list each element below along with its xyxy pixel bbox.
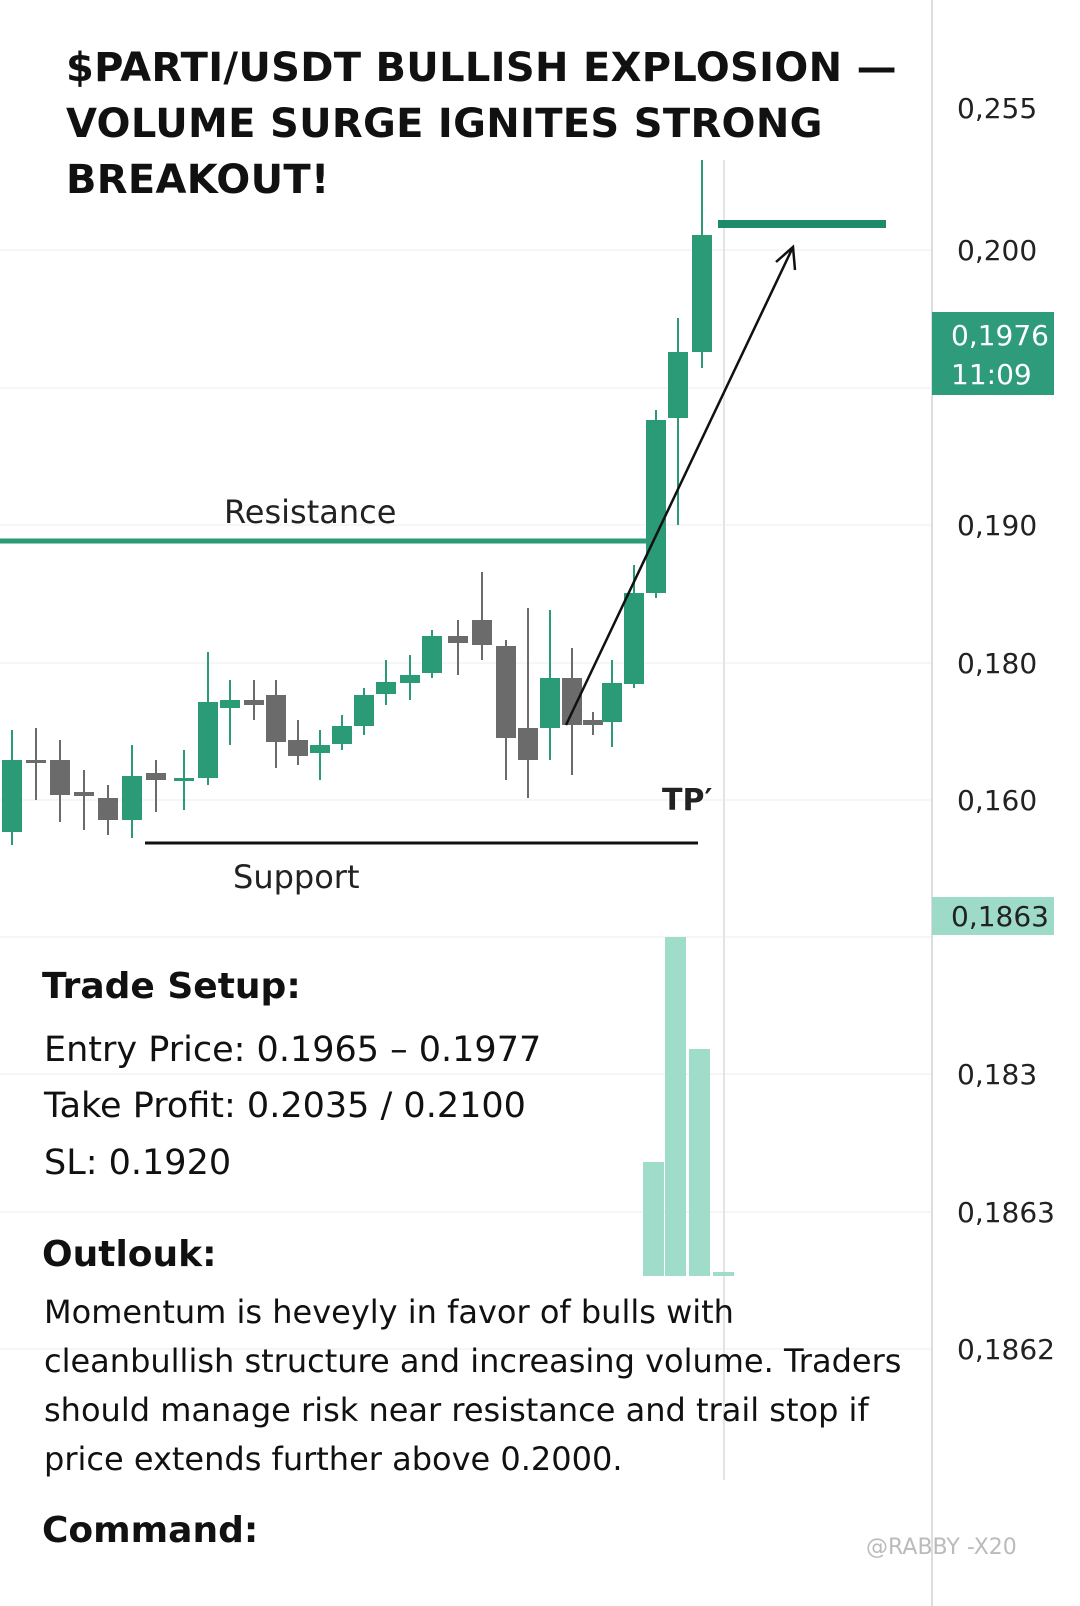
candle-body xyxy=(310,745,330,753)
axis-label: 0,1862 xyxy=(957,1333,1055,1366)
support-label: Support xyxy=(233,858,360,896)
command-heading: Command: xyxy=(42,1510,259,1551)
outlook-heading: Outlouk: xyxy=(42,1234,217,1275)
candle-body xyxy=(376,682,396,694)
candle-body xyxy=(220,700,240,708)
candle-body xyxy=(198,702,218,778)
axis-label: 0,160 xyxy=(957,784,1037,817)
price-tag-price: 0,1976 xyxy=(951,319,1049,352)
volume-bar xyxy=(643,1162,664,1276)
axis-label: 0,1863 xyxy=(957,1196,1055,1229)
arrow-head xyxy=(775,244,797,271)
setup-line: Entry Price: 0.1965 – 0.1977 xyxy=(44,1030,542,1070)
candle-body xyxy=(26,760,46,763)
candle-body xyxy=(244,700,264,705)
candle-body xyxy=(146,773,166,780)
candle-body xyxy=(50,760,70,795)
candle-body xyxy=(496,646,516,738)
candle-body xyxy=(472,620,492,645)
price-tag xyxy=(932,312,1054,395)
price-tag-price: 0,1863 xyxy=(951,900,1049,933)
price-tag xyxy=(932,897,1054,935)
candle-body xyxy=(98,798,118,820)
setup-line: SL: 0.1920 xyxy=(44,1143,232,1183)
candle-body xyxy=(540,678,560,728)
candle-body xyxy=(2,760,22,832)
candle-body xyxy=(288,740,308,756)
setup-line: Take Profit: 0.2035 / 0.2100 xyxy=(44,1086,526,1126)
candle-body xyxy=(692,235,712,352)
volume-bar xyxy=(713,1272,734,1276)
axis-label: 0,183 xyxy=(957,1058,1037,1091)
trend-arrow xyxy=(564,246,795,726)
candle-body xyxy=(400,675,420,683)
candle-body xyxy=(624,593,644,684)
candle-body xyxy=(74,792,94,796)
candle-body xyxy=(646,420,666,593)
candle-body xyxy=(583,720,603,725)
watermark: @RABBY -X20 xyxy=(866,1535,1017,1560)
candle-body xyxy=(332,726,352,744)
candle-body xyxy=(668,352,688,418)
candle-body xyxy=(562,678,582,725)
axis-label: 0,180 xyxy=(957,647,1037,680)
tp-label: TP′ xyxy=(662,783,712,818)
resistance-label: Resistance xyxy=(224,493,396,531)
candle-body xyxy=(122,776,142,820)
candle-body xyxy=(174,778,194,781)
candle-body xyxy=(448,636,468,643)
candle-body xyxy=(602,683,622,722)
axis-label: 0,200 xyxy=(957,234,1037,267)
candle-body xyxy=(266,695,286,742)
volume-bar xyxy=(689,1049,710,1276)
trade-setup-heading: Trade Setup: xyxy=(42,966,301,1007)
axis-label: 0,255 xyxy=(957,92,1037,125)
candle-body xyxy=(518,728,538,760)
post-title: $PARTI/USDT BULLISH EXPLOSION — VOLUME S… xyxy=(66,45,897,203)
candle-body xyxy=(422,636,442,673)
axis-label: 0,190 xyxy=(957,509,1037,542)
outlook-text: Momentum is heveyly in favor of bulls wi… xyxy=(44,1293,902,1478)
price-tag-time: 11:09 xyxy=(951,358,1032,391)
volume-bar xyxy=(665,937,686,1276)
candle-body xyxy=(354,695,374,726)
